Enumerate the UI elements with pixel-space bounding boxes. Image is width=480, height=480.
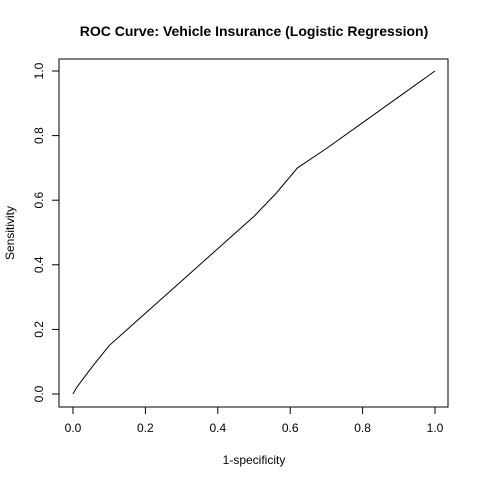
y-axis-label: Sensitivity [3,206,17,260]
roc-curve-line [72,70,436,395]
chart-title: ROC Curve: Vehicle Insurance (Logistic R… [80,23,429,39]
y-tick-label: 0.8 [32,127,46,144]
y-tick-label: 0.4 [32,256,46,273]
x-axis-label: 1-specificity [223,453,286,467]
y-tick-label: 1.0 [32,62,46,79]
x-tick-label: 1.0 [427,421,444,435]
x-tick-label: 0.2 [137,421,154,435]
plot-frame [58,58,449,408]
x-tick-label: 0.6 [282,421,299,435]
x-axis-ticks: 0.0 0.2 0.4 0.6 0.8 1.0 [65,407,444,435]
y-axis-ticks: 0.0 0.2 0.4 0.6 0.8 1.0 [32,62,59,402]
x-tick-label: 0.0 [65,421,82,435]
y-tick-label: 0.0 [32,385,46,402]
x-tick-label: 0.8 [354,421,371,435]
y-tick-label: 0.2 [32,321,46,338]
y-tick-label: 0.6 [32,192,46,209]
x-tick-label: 0.4 [209,421,226,435]
